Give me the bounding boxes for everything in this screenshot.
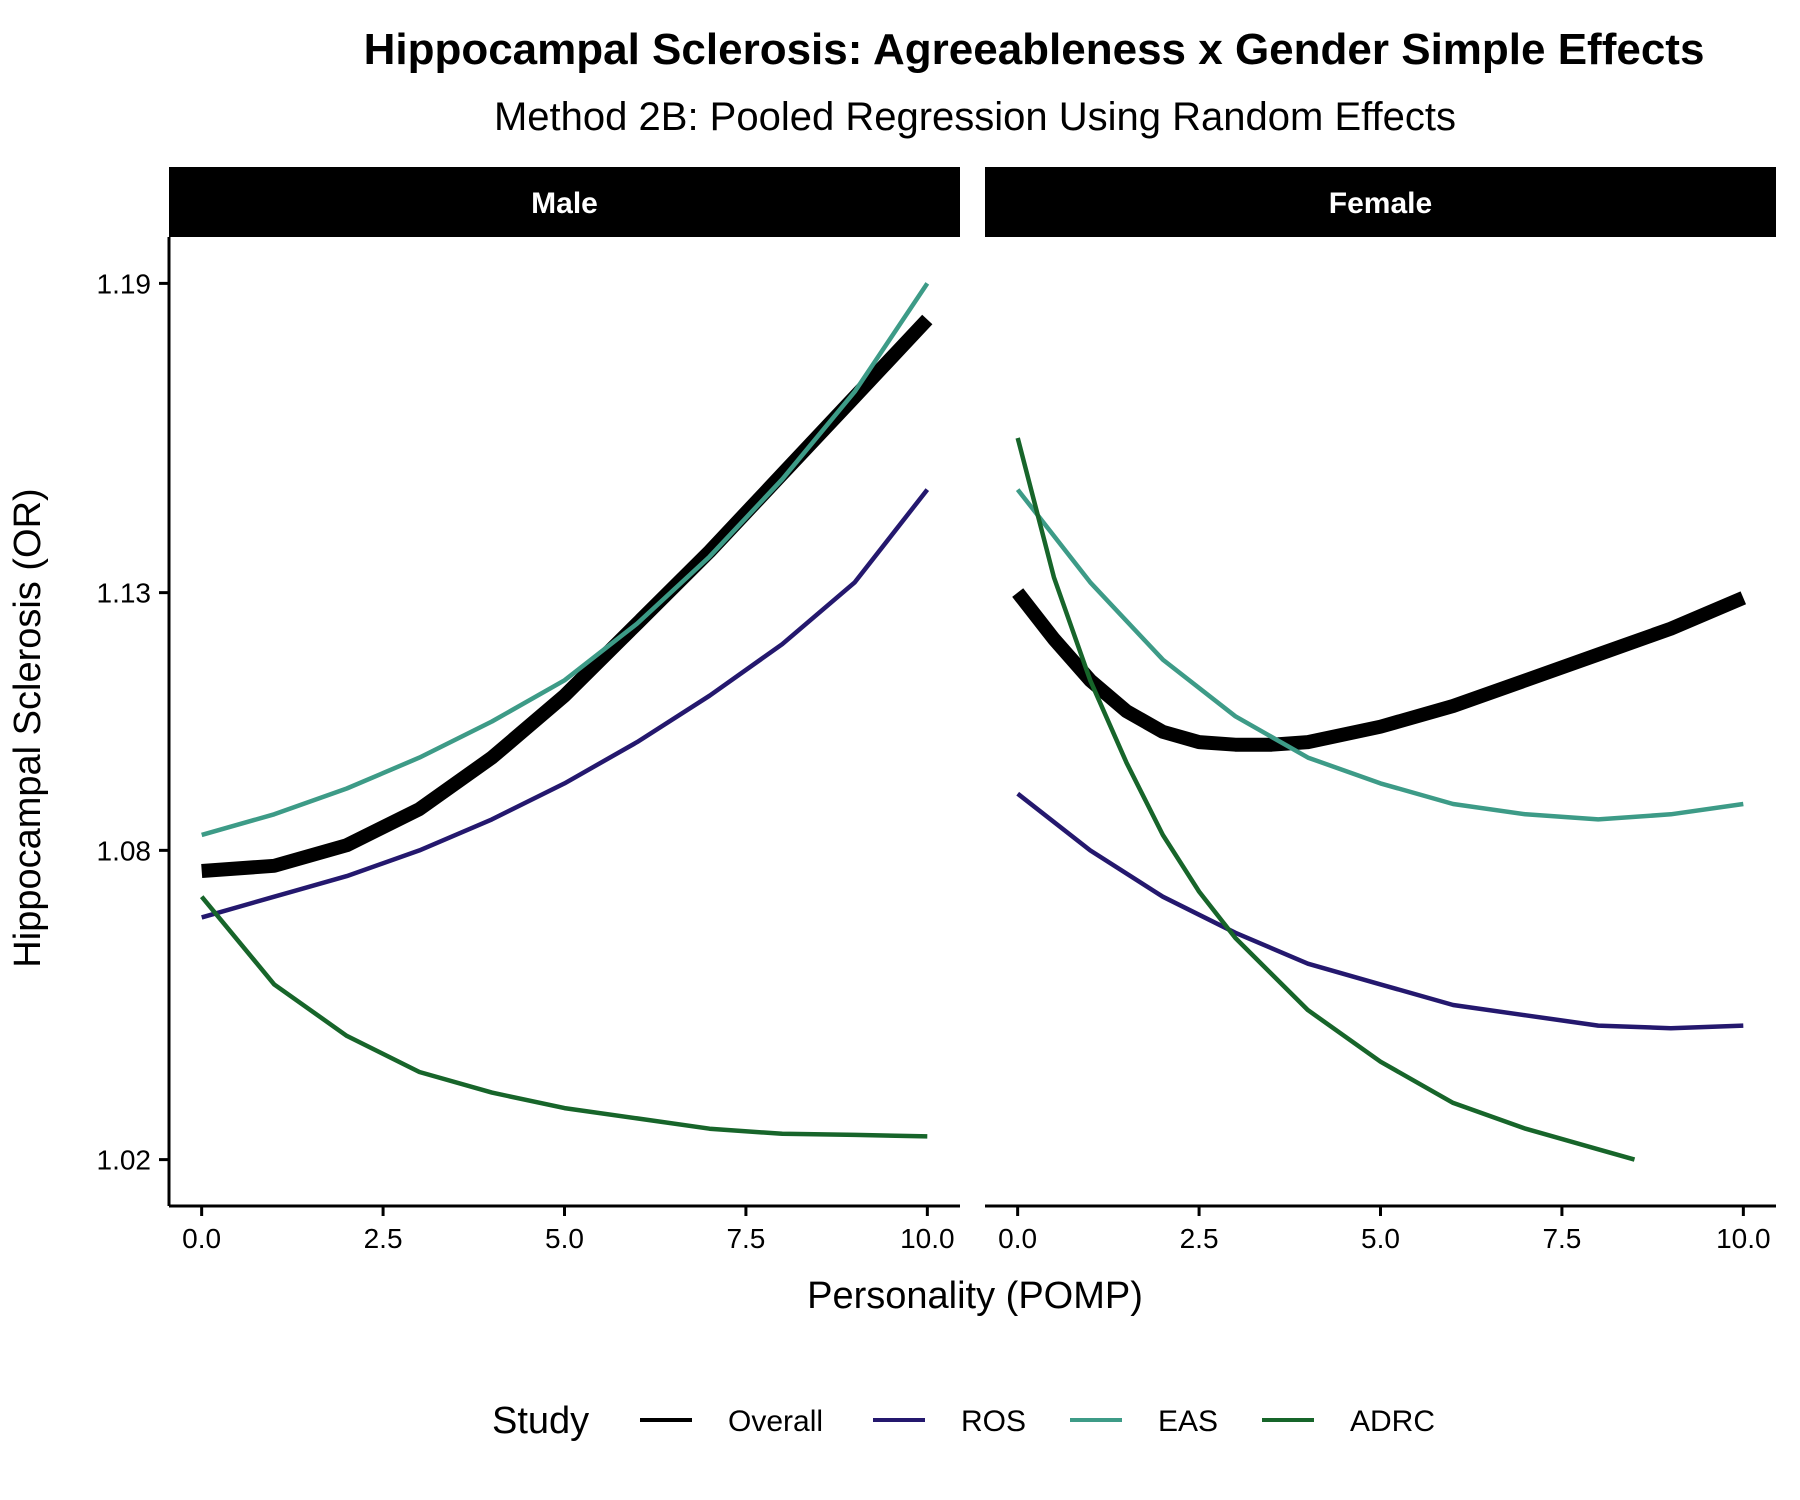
y-tick-label: 1.08 <box>97 835 152 866</box>
series-line-ros-male <box>201 488 930 920</box>
facet-strip-male <box>169 167 960 237</box>
x-tick-label-male: 10.0 <box>900 1223 955 1254</box>
legend-label-ros: ROS <box>961 1405 1026 1438</box>
x-tick-label-female: 0.0 <box>998 1223 1037 1254</box>
chart-subtitle: Method 2B: Pooled Regression Using Rando… <box>494 95 1456 139</box>
series-line-adrc-male <box>199 895 928 1139</box>
facet-panels: Male 0.0 2.5 5.0 7.5 10.0 1.02 1.08 1.13 1.19 Fema… <box>97 167 1776 1254</box>
panel-male: Male 0.0 2.5 5.0 7.5 10.0 1.02 1.08 1.13 1.19 <box>97 167 960 1254</box>
x-tick-label-female: 5.0 <box>1361 1223 1400 1254</box>
chart-title: Hippocampal Sclerosis: Agreeableness x G… <box>364 25 1705 74</box>
x-tick-label-female: 10.0 <box>1716 1223 1771 1254</box>
facet-label-female: Female <box>1329 187 1432 220</box>
x-axis-title: Personality (POMP) <box>807 1275 1143 1317</box>
panel-female: Female 0.0 2.5 5.0 7.5 10.0 <box>985 167 1776 1254</box>
legend-label-eas: EAS <box>1158 1405 1218 1438</box>
legend-label-overall: Overall <box>728 1405 823 1438</box>
x-tick-label-male: 2.5 <box>364 1223 403 1254</box>
legend: Study Overall ROS EAS ADRC <box>492 1400 1435 1442</box>
series-line-eas-female <box>1015 488 1744 822</box>
x-tick-label-male: 0.0 <box>182 1223 221 1254</box>
legend-title: Study <box>492 1400 589 1442</box>
series-line-adrc-female <box>1015 437 1636 1162</box>
legend-label-adrc: ADRC <box>1350 1405 1435 1438</box>
series-line-ros-female <box>1016 791 1744 1031</box>
x-tick-label-male: 7.5 <box>726 1223 765 1254</box>
facet-label-male: Male <box>531 187 598 220</box>
series-line-eas-male <box>201 282 930 838</box>
y-tick-label: 1.13 <box>97 578 152 609</box>
y-axis-title: Hippocampal Sclerosis (OR) <box>7 488 49 967</box>
x-tick-label-female: 7.5 <box>1542 1223 1581 1254</box>
y-tick-label: 1.02 <box>97 1145 152 1176</box>
y-tick-label: 1.19 <box>97 268 152 299</box>
facet-strip-female <box>985 167 1776 237</box>
series-line-overall-female <box>1012 588 1747 752</box>
x-tick-label-female: 2.5 <box>1180 1223 1219 1254</box>
x-tick-label-male: 5.0 <box>545 1223 584 1254</box>
series-line-overall-male <box>201 314 933 878</box>
